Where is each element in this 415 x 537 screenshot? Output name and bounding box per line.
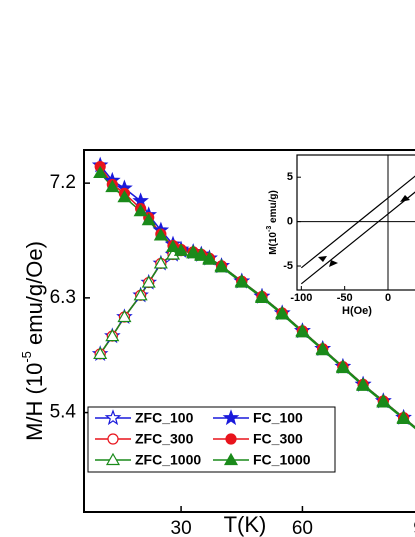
y-axis-label: M/H (10-5 emu/g/Oe) [19, 241, 46, 441]
y-axis-label-part: -5 [19, 351, 34, 363]
inset-y-label-part: -3 [266, 226, 273, 232]
marker [234, 275, 249, 288]
x-tick-label: 60 [292, 518, 313, 537]
inset-x-label: H(Oe) [342, 305, 372, 317]
legend-label: ZFC_300 [135, 431, 194, 447]
marker [396, 411, 411, 425]
marker [335, 360, 350, 374]
marker [223, 452, 239, 466]
inset-x-tick-label: 0 [385, 292, 391, 304]
marker [254, 290, 270, 303]
marker [105, 328, 120, 342]
marker [214, 260, 229, 273]
y-tick-label: 7.2 [50, 172, 76, 193]
marker [117, 189, 132, 203]
marker [225, 433, 237, 445]
marker [153, 256, 168, 269]
marker [376, 395, 391, 408]
x-tick-label: 30 [171, 518, 192, 537]
arrow [318, 256, 327, 262]
inset-y-label-part: emu/g) [268, 190, 279, 226]
inset-y-tick-label: 5 [287, 171, 293, 183]
legend-label: ZFC_1000 [135, 452, 201, 468]
hysteresis-branch [300, 175, 415, 269]
marker [141, 275, 156, 288]
y-axis-label-part: M/H (10 [22, 363, 47, 441]
inset-y-tick-label: 0 [287, 216, 293, 228]
legend-label: FC_300 [253, 431, 303, 447]
x-axis-label: T(K) [224, 512, 267, 537]
marker [141, 212, 156, 226]
inset-x-tick-label: -100 [290, 292, 312, 304]
marker [133, 288, 148, 301]
marker [93, 165, 108, 179]
marker [153, 228, 168, 241]
legend-label: FC_100 [253, 410, 303, 426]
legend-label: ZFC_100 [135, 410, 194, 426]
marker [295, 325, 310, 338]
arrow [329, 260, 338, 267]
marker [186, 246, 201, 259]
marker [222, 409, 240, 426]
inset-x-tick-label: -50 [337, 292, 353, 304]
y-axis-label-part: emu/g/Oe) [22, 241, 47, 351]
marker [133, 203, 148, 217]
marker [107, 433, 119, 445]
inset-y-label-part: M(10 [268, 232, 279, 255]
legend-label: FC_1000 [253, 452, 311, 468]
marker [165, 239, 181, 252]
marker [194, 248, 209, 261]
marker [93, 346, 108, 360]
marker [202, 252, 217, 265]
marker [315, 342, 330, 356]
y-tick-label: 5.4 [50, 402, 77, 423]
marker [104, 409, 122, 426]
marker [356, 378, 371, 391]
inset-frame [296, 154, 415, 291]
marker [174, 243, 189, 256]
marker [105, 452, 121, 466]
marker [105, 179, 120, 193]
inset-y-label: M(10-3 emu/g) [266, 190, 279, 255]
y-tick-label: 6.3 [50, 287, 76, 308]
x-tick-label: 90 [413, 518, 415, 537]
inset-y-tick-label: -5 [283, 260, 293, 272]
marker [275, 307, 290, 320]
marker [117, 309, 132, 323]
arrow [400, 195, 410, 202]
axes-frame [83, 149, 415, 513]
